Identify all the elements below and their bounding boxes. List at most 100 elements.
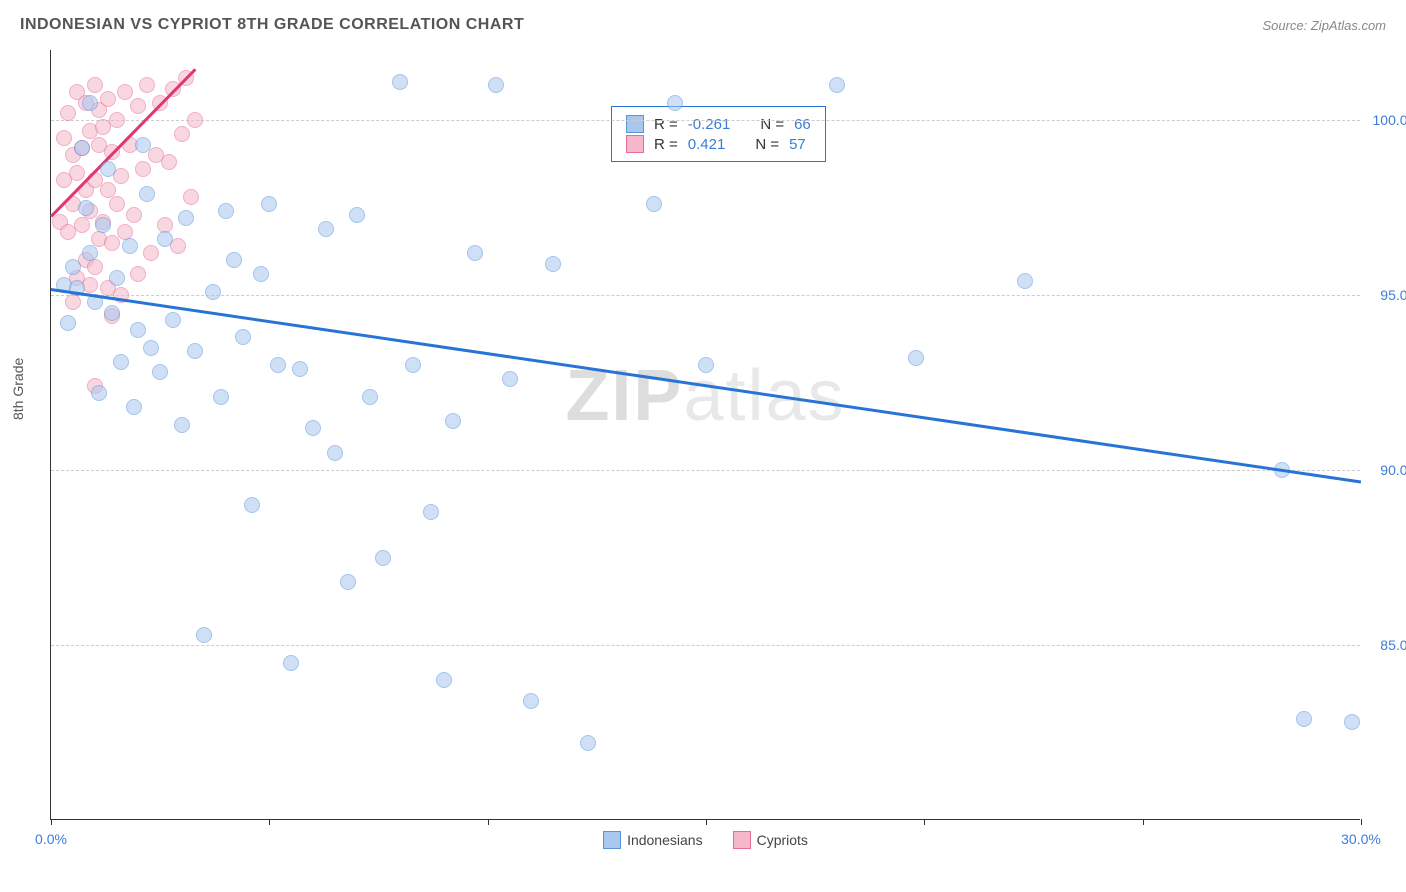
r-label: R = xyxy=(654,136,678,153)
data-point xyxy=(318,221,334,237)
data-point xyxy=(109,270,125,286)
x-tick xyxy=(51,819,52,825)
gridline xyxy=(51,645,1360,646)
data-point xyxy=(69,165,85,181)
y-tick-label: 95.0% xyxy=(1380,287,1406,303)
data-point xyxy=(60,315,76,331)
data-point xyxy=(130,322,146,338)
data-point xyxy=(174,417,190,433)
data-point xyxy=(187,343,203,359)
data-point xyxy=(362,389,378,405)
x-tick xyxy=(1361,819,1362,825)
data-point xyxy=(87,259,103,275)
gridline xyxy=(51,295,1360,296)
r-label: R = xyxy=(654,116,678,133)
data-point xyxy=(143,245,159,261)
x-tick xyxy=(269,819,270,825)
data-point xyxy=(196,627,212,643)
data-point xyxy=(139,77,155,93)
data-point xyxy=(95,217,111,233)
data-point xyxy=(292,361,308,377)
data-point xyxy=(698,357,714,373)
data-point xyxy=(270,357,286,373)
plot-area: ZIPatlas R = -0.261 N = 66 R = 0.421 N =… xyxy=(50,50,1360,820)
stat-row-cypriots: R = 0.421 N = 57 xyxy=(626,135,811,153)
data-point xyxy=(122,238,138,254)
data-point xyxy=(152,364,168,380)
data-point xyxy=(235,329,251,345)
data-point xyxy=(56,130,72,146)
data-point xyxy=(100,91,116,107)
data-point xyxy=(1017,273,1033,289)
data-point xyxy=(113,354,129,370)
data-point xyxy=(130,98,146,114)
data-point xyxy=(908,350,924,366)
x-tick-label: 30.0% xyxy=(1341,831,1381,847)
data-point xyxy=(1296,711,1312,727)
data-point xyxy=(226,252,242,268)
data-point xyxy=(253,266,269,282)
data-point xyxy=(244,497,260,513)
trend-line xyxy=(51,288,1361,483)
n-label: N = xyxy=(755,136,779,153)
data-point xyxy=(283,655,299,671)
data-point xyxy=(405,357,421,373)
x-tick-label: 0.0% xyxy=(35,831,67,847)
data-point xyxy=(261,196,277,212)
data-point xyxy=(218,203,234,219)
data-point xyxy=(109,196,125,212)
gridline xyxy=(51,120,1360,121)
data-point xyxy=(488,77,504,93)
data-point xyxy=(327,445,343,461)
data-point xyxy=(82,95,98,111)
x-tick xyxy=(924,819,925,825)
data-point xyxy=(135,161,151,177)
data-point xyxy=(340,574,356,590)
data-point xyxy=(1344,714,1360,730)
x-tick xyxy=(1143,819,1144,825)
swatch-indonesians xyxy=(603,831,621,849)
data-point xyxy=(161,154,177,170)
data-point xyxy=(130,266,146,282)
y-tick-label: 100.0% xyxy=(1373,112,1406,128)
y-axis-label: 8th Grade xyxy=(10,358,26,420)
data-point xyxy=(829,77,845,93)
data-point xyxy=(126,399,142,415)
data-point xyxy=(183,189,199,205)
data-point xyxy=(667,95,683,111)
data-point xyxy=(375,550,391,566)
data-point xyxy=(545,256,561,272)
data-point xyxy=(580,735,596,751)
legend-item-cypriots: Cypriots xyxy=(733,831,808,849)
data-point xyxy=(65,259,81,275)
x-tick xyxy=(488,819,489,825)
data-point xyxy=(104,235,120,251)
swatch-indonesians xyxy=(626,115,644,133)
chart-container: INDONESIAN VS CYPRIOT 8TH GRADE CORRELAT… xyxy=(0,0,1406,892)
data-point xyxy=(165,312,181,328)
gridline xyxy=(51,470,1360,471)
data-point xyxy=(205,284,221,300)
data-point xyxy=(60,105,76,121)
data-point xyxy=(187,112,203,128)
n-value-indonesians: 66 xyxy=(794,116,811,133)
stat-row-indonesians: R = -0.261 N = 66 xyxy=(626,115,811,133)
data-point xyxy=(646,196,662,212)
data-point xyxy=(174,126,190,142)
source-attribution: Source: ZipAtlas.com xyxy=(1262,18,1386,33)
legend-item-indonesians: Indonesians xyxy=(603,831,703,849)
r-value-cypriots: 0.421 xyxy=(688,136,726,153)
data-point xyxy=(74,217,90,233)
data-point xyxy=(502,371,518,387)
legend-label-indonesians: Indonesians xyxy=(627,832,703,848)
data-point xyxy=(126,207,142,223)
data-point xyxy=(157,231,173,247)
data-point xyxy=(178,210,194,226)
data-point xyxy=(139,186,155,202)
y-tick-label: 90.0% xyxy=(1380,462,1406,478)
data-point xyxy=(305,420,321,436)
data-point xyxy=(104,305,120,321)
data-point xyxy=(109,112,125,128)
swatch-cypriots xyxy=(733,831,751,849)
legend-label-cypriots: Cypriots xyxy=(757,832,808,848)
